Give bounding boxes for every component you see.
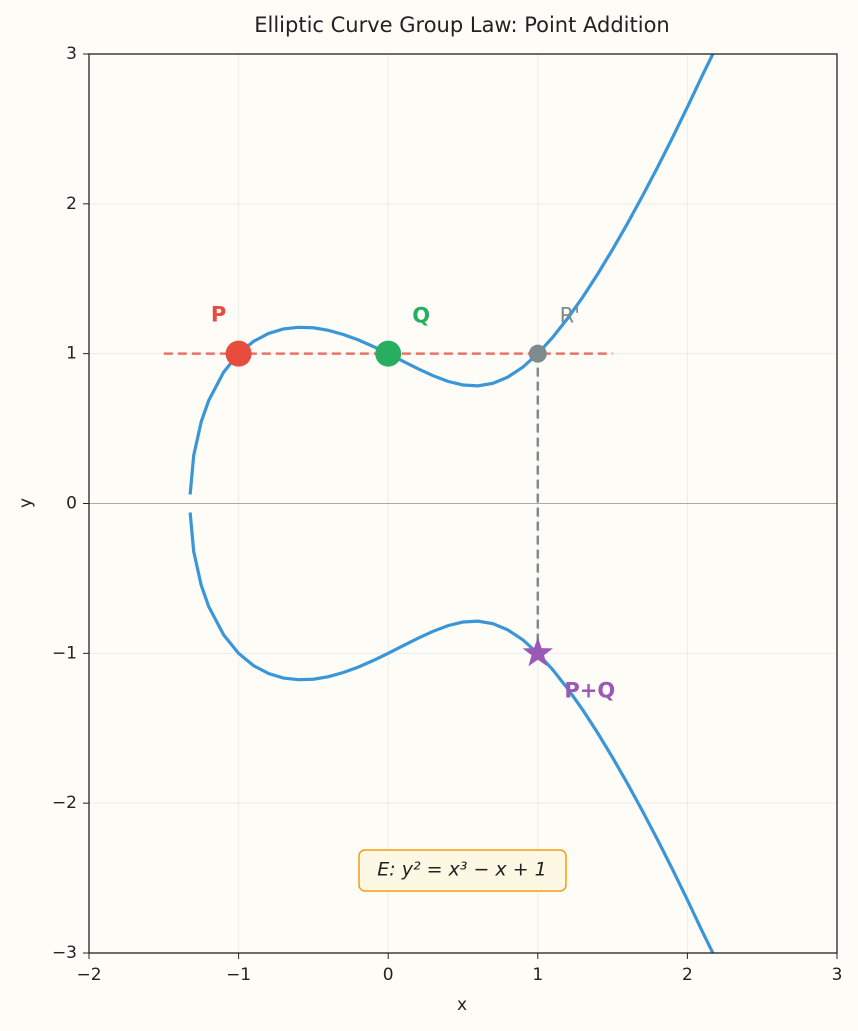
y-tick-label: 2: [66, 194, 77, 214]
y-tick-label: −3: [52, 943, 77, 963]
point-marker: [528, 344, 547, 363]
y-axis-label: y: [16, 498, 36, 508]
point-label: R': [560, 304, 580, 328]
curve: [188, 512, 715, 953]
y-tick-label: −2: [52, 793, 77, 813]
x-tick-label: 3: [832, 965, 843, 985]
point-label: Q: [412, 304, 430, 328]
point-marker: [522, 637, 553, 667]
x-tick-label: −2: [76, 965, 101, 985]
x-tick-label: 1: [532, 965, 543, 985]
chart-title: Elliptic Curve Group Law: Point Addition: [254, 13, 670, 37]
x-axis-label: x: [457, 995, 467, 1015]
x-tick-label: −1: [226, 965, 251, 985]
point-marker: [375, 340, 402, 367]
point-marker: [225, 340, 252, 367]
point-label: P: [211, 303, 226, 327]
y-tick-label: 3: [66, 44, 77, 64]
y-tick-label: 0: [66, 494, 77, 514]
y-tick-label: 1: [66, 344, 77, 364]
y-tick-label: −1: [52, 643, 77, 663]
plot-frame: [88, 53, 838, 954]
point-label: P+Q: [564, 678, 615, 702]
annotation-box: [358, 849, 567, 892]
x-tick-label: 2: [682, 965, 693, 985]
curve: [188, 54, 715, 495]
annotation: E: y² = x³ − x + 1: [377, 859, 547, 881]
x-tick-label: 0: [383, 965, 394, 985]
